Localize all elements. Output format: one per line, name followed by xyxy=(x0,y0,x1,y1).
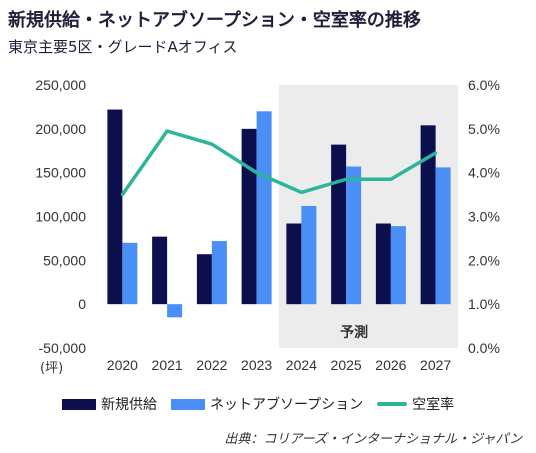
legend-label-supply: 新規供給 xyxy=(101,397,157,413)
y-unit-label: (坪) xyxy=(40,361,64,376)
chart-subtitle: 東京主要5区・グレードAオフィス xyxy=(8,38,238,56)
legend-item-vacancy: 空室率 xyxy=(377,394,454,414)
chart-area: -50,000 0 50,000 100,000 150,000 200,000 250,0… xyxy=(35,77,500,373)
x-tick-label: 2025 xyxy=(331,357,362,373)
legend-label-absorption: ネットアブソープション xyxy=(210,397,364,413)
vacancy-point xyxy=(344,177,348,181)
legend: 新規供給 ネットアブソープション 空室率 xyxy=(62,394,468,414)
bar-supply xyxy=(420,125,436,305)
y-right-tick-label: 4.0% xyxy=(468,165,500,181)
bar-absorption xyxy=(256,111,272,305)
x-tick-label: 2026 xyxy=(375,357,406,373)
y-left-tick-label: 0 xyxy=(78,296,86,312)
y-left-tick-label: -50,000 xyxy=(39,340,87,356)
chart-title: 新規供給・ネットアブソープション・空室率の推移 xyxy=(8,10,421,31)
vacancy-point xyxy=(299,190,303,194)
bar-supply xyxy=(107,109,123,305)
legend-label-vacancy: 空室率 xyxy=(412,397,455,413)
vacancy-point xyxy=(210,142,214,146)
bar-absorption xyxy=(167,304,183,318)
source-note: 出典：コリアーズ・インターナショナル・ジャパン xyxy=(224,432,522,447)
y-left-tick-label: 150,000 xyxy=(35,165,86,181)
legend-item-absorption: ネットアブソープション xyxy=(171,394,363,414)
bar-absorption xyxy=(435,167,451,305)
bar-supply xyxy=(152,236,168,305)
vacancy-point xyxy=(434,151,438,155)
vacancy-point xyxy=(165,129,169,133)
x-tick-label: 2023 xyxy=(241,357,272,373)
y-left-tick-label: 100,000 xyxy=(35,209,86,225)
x-tick-label: 2024 xyxy=(286,357,317,373)
x-tick-label: 2020 xyxy=(107,357,138,373)
y-right-tick-label: 6.0% xyxy=(468,77,500,93)
bar-supply xyxy=(375,223,391,305)
vacancy-point xyxy=(389,177,393,181)
bar-supply xyxy=(286,223,302,305)
bar-absorption xyxy=(211,241,227,305)
y-left-tick-label: 250,000 xyxy=(35,77,86,93)
legend-swatch-vacancy xyxy=(377,402,408,406)
vacancy-point xyxy=(255,171,259,175)
bar-supply xyxy=(331,144,347,305)
vacancy-point xyxy=(120,193,124,197)
bar-supply xyxy=(241,128,257,305)
x-tick-label: 2021 xyxy=(152,357,183,373)
bar-absorption xyxy=(301,205,317,305)
y-right-tick-label: 3.0% xyxy=(468,209,500,225)
bar-supply xyxy=(196,254,212,305)
x-tick-label: 2022 xyxy=(196,357,227,373)
x-tick-label: 2027 xyxy=(420,357,451,373)
bar-absorption xyxy=(346,166,362,305)
y-right-tick-label: 5.0% xyxy=(468,121,500,137)
forecast-label: 予測 xyxy=(340,324,368,340)
y-right-tick-label: 1.0% xyxy=(468,296,500,312)
y-left-tick-label: 200,000 xyxy=(35,121,86,137)
legend-swatch-supply xyxy=(62,398,96,410)
legend-item-supply: 新規供給 xyxy=(62,394,157,414)
y-left-tick-label: 50,000 xyxy=(43,252,86,268)
vacancy-line xyxy=(120,129,437,196)
bar-absorption xyxy=(390,226,406,305)
legend-swatch-absorption xyxy=(171,398,205,410)
y-right-tick-label: 2.0% xyxy=(468,252,500,268)
y-right-tick-label: 0.0% xyxy=(468,340,500,356)
bar-absorption xyxy=(122,242,138,305)
